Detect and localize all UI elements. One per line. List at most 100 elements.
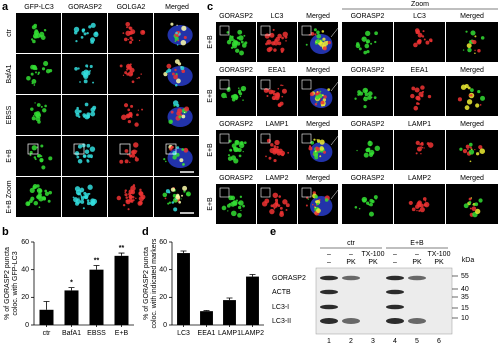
puncta bbox=[471, 206, 477, 212]
row-label: E+B bbox=[207, 89, 214, 103]
puncta bbox=[238, 92, 243, 96]
puncta bbox=[35, 67, 38, 71]
puncta bbox=[237, 87, 240, 89]
puncta bbox=[172, 193, 177, 198]
column-header: LAMP1 bbox=[266, 121, 289, 128]
puncta bbox=[316, 91, 319, 93]
puncta bbox=[43, 60, 49, 67]
puncta bbox=[370, 42, 373, 45]
treatment: PK bbox=[434, 259, 444, 266]
puncta bbox=[127, 119, 132, 124]
puncta bbox=[26, 75, 31, 81]
treatment: – bbox=[327, 259, 331, 266]
error-bar bbox=[93, 265, 100, 270]
puncta bbox=[230, 149, 233, 152]
mw-marker: 35 bbox=[461, 294, 469, 301]
puncta bbox=[184, 106, 190, 112]
puncta bbox=[136, 150, 138, 152]
puncta bbox=[478, 198, 483, 203]
y-tick-label: 60 bbox=[21, 239, 29, 246]
puncta bbox=[419, 203, 424, 208]
puncta bbox=[421, 90, 425, 93]
puncta bbox=[31, 145, 37, 151]
puncta bbox=[124, 189, 127, 192]
puncta bbox=[183, 35, 187, 40]
treatment: – bbox=[393, 251, 397, 258]
significance: * bbox=[70, 279, 73, 286]
zoom-header: Zoom bbox=[411, 1, 429, 8]
puncta bbox=[73, 197, 79, 203]
puncta bbox=[285, 203, 290, 208]
puncta bbox=[276, 145, 279, 149]
puncta bbox=[130, 150, 135, 155]
row-label: ctr bbox=[6, 28, 13, 36]
puncta bbox=[316, 30, 320, 35]
treatment: PK bbox=[368, 259, 378, 266]
roi-box bbox=[260, 187, 271, 198]
puncta bbox=[463, 203, 469, 209]
puncta bbox=[287, 151, 290, 154]
puncta bbox=[269, 208, 275, 215]
puncta bbox=[280, 50, 284, 53]
zoom-connector bbox=[330, 184, 343, 200]
treatment: TX-100 bbox=[428, 251, 451, 258]
puncta bbox=[168, 201, 172, 204]
puncta bbox=[36, 103, 41, 107]
puncta bbox=[75, 112, 80, 117]
panel-label: b bbox=[2, 226, 9, 238]
puncta bbox=[315, 199, 321, 205]
puncta bbox=[134, 157, 139, 162]
puncta bbox=[130, 29, 136, 35]
puncta bbox=[83, 114, 86, 117]
puncta bbox=[469, 207, 472, 210]
puncta bbox=[420, 142, 424, 146]
puncta bbox=[310, 31, 315, 36]
puncta bbox=[365, 148, 370, 153]
puncta bbox=[86, 32, 89, 35]
puncta bbox=[75, 201, 80, 206]
puncta bbox=[363, 50, 367, 55]
puncta bbox=[277, 33, 282, 39]
y-tick-label: 40 bbox=[159, 267, 167, 274]
puncta bbox=[30, 64, 35, 70]
column-header: Merged bbox=[306, 13, 330, 20]
blot bbox=[315, 267, 453, 335]
puncta bbox=[366, 40, 369, 44]
puncta bbox=[42, 108, 47, 113]
puncta bbox=[470, 197, 473, 199]
puncta bbox=[128, 112, 133, 118]
nucleus bbox=[167, 148, 193, 168]
puncta bbox=[268, 89, 274, 95]
puncta bbox=[74, 186, 81, 192]
y-tick-label: 40 bbox=[21, 267, 29, 274]
puncta bbox=[171, 72, 175, 76]
puncta bbox=[127, 208, 130, 211]
puncta bbox=[47, 199, 51, 203]
band bbox=[386, 318, 404, 324]
puncta bbox=[175, 84, 178, 87]
puncta bbox=[418, 148, 421, 152]
column-header: LAMP2 bbox=[408, 175, 431, 182]
puncta bbox=[420, 85, 425, 90]
x-tick-label: ctr bbox=[43, 330, 51, 337]
puncta bbox=[314, 150, 317, 153]
puncta bbox=[269, 32, 275, 38]
puncta bbox=[242, 151, 244, 153]
puncta bbox=[277, 87, 280, 90]
column-header: GOLGA2 bbox=[117, 4, 146, 11]
puncta bbox=[74, 151, 80, 156]
puncta bbox=[85, 64, 89, 68]
puncta bbox=[130, 189, 136, 195]
roi-box bbox=[301, 187, 312, 198]
puncta bbox=[272, 192, 279, 199]
puncta bbox=[309, 92, 314, 97]
puncta bbox=[413, 105, 419, 111]
roi-box bbox=[119, 143, 131, 155]
band bbox=[408, 275, 426, 281]
puncta bbox=[472, 204, 474, 206]
puncta bbox=[238, 89, 242, 93]
puncta bbox=[322, 46, 327, 51]
zoom-connector bbox=[330, 76, 343, 92]
puncta bbox=[84, 149, 90, 154]
puncta bbox=[314, 206, 317, 209]
